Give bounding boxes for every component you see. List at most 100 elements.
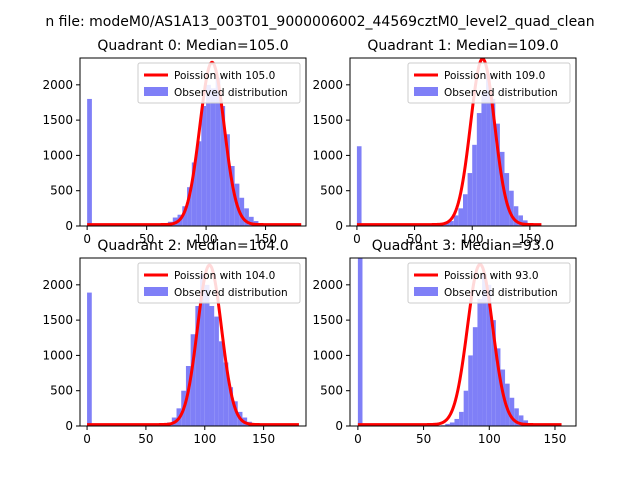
- histogram-bar: [248, 216, 254, 226]
- histogram-bar: [468, 355, 473, 426]
- y-tick-label: 500: [50, 184, 73, 198]
- figure-suptitle: n file: modeM0/AS1A13_003T01_9000006002_…: [45, 14, 594, 30]
- histogram-bar: [214, 316, 219, 426]
- histogram-bar: [201, 106, 207, 226]
- histogram-bar: [454, 418, 460, 426]
- histogram-bar: [467, 173, 473, 226]
- histogram-bar: [477, 298, 483, 426]
- histogram-bar: [196, 141, 202, 226]
- histogram-bar: [200, 274, 205, 426]
- histogram-bar: [220, 106, 226, 226]
- histogram-bar: [518, 415, 524, 426]
- plot-content: [356, 58, 560, 226]
- x-tick-label: 150: [544, 432, 567, 446]
- quadrant-title: Quadrant 2: Median=104.0: [97, 238, 288, 254]
- histogram-bar: [518, 215, 523, 226]
- legend-observed-swatch: [144, 287, 168, 296]
- histogram-bar: [444, 222, 450, 226]
- legend: Poission with 109.0 Observed distribution: [407, 62, 571, 104]
- legend-box: [407, 62, 571, 104]
- histogram-bar: [514, 408, 519, 426]
- histogram-bar: [182, 206, 188, 226]
- legend-poisson-label: Poission with 109.0: [444, 70, 545, 82]
- histogram-bar: [445, 423, 450, 426]
- legend-observed-swatch: [414, 287, 438, 296]
- y-tick-label: 2000: [42, 78, 73, 92]
- histogram-bar: [495, 123, 500, 226]
- x-tick-label: 50: [139, 232, 154, 246]
- histogram-bar: [449, 422, 455, 426]
- histogram-bar: [486, 74, 491, 226]
- histogram-bar: [472, 144, 477, 226]
- plot-frame: [349, 57, 577, 227]
- legend-poisson-label: Poission with 93.0: [444, 270, 539, 282]
- plot-content: [357, 258, 563, 426]
- histogram-bar: [472, 327, 478, 426]
- y-tick-label: 2000: [312, 78, 343, 92]
- x-tick-label: 100: [193, 432, 216, 446]
- histogram-bar: [476, 113, 482, 226]
- legend-observed-swatch: [414, 87, 438, 96]
- histogram-bar: [513, 206, 519, 226]
- histogram-bar: [482, 274, 487, 426]
- y-tick-label: 1500: [42, 113, 73, 127]
- histogram-bar: [509, 397, 515, 426]
- histogram-bar: [191, 162, 197, 226]
- x-tick-label: 100: [478, 432, 501, 446]
- y-tick-label: 0: [65, 219, 73, 233]
- x-tick-label: 150: [254, 232, 277, 246]
- histogram-bar: [210, 88, 216, 226]
- quadrant-title: Quadrant 0: Median=105.0: [97, 38, 288, 54]
- y-tick-label: 1000: [312, 348, 343, 362]
- x-tick-label: 100: [195, 232, 218, 246]
- legend: Poission with 105.0 Observed distribution: [137, 62, 301, 104]
- legend: Poission with 93.0 Observed distribution: [407, 262, 571, 304]
- histogram-bar: [209, 306, 215, 426]
- histogram-bar: [481, 91, 487, 226]
- histogram-bar: [449, 221, 454, 226]
- y-tick-label: 1500: [312, 113, 343, 127]
- y-tick-label: 0: [335, 419, 343, 433]
- plot-frame: [349, 257, 577, 427]
- legend-poisson-label: Poission with 105.0: [174, 70, 275, 82]
- y-tick-label: 2000: [42, 278, 73, 292]
- histogram-bar: [357, 258, 363, 426]
- y-tick-label: 2000: [312, 278, 343, 292]
- histogram-bar: [229, 166, 235, 226]
- histogram-bar: [195, 306, 201, 426]
- x-tick-label: 0: [354, 432, 362, 446]
- histogram-bar: [225, 134, 230, 226]
- poisson-curve: [356, 58, 543, 226]
- x-tick-label: 0: [83, 232, 91, 246]
- histogram-bar: [223, 362, 229, 426]
- histogram-bar: [187, 187, 192, 226]
- legend-observed-swatch: [144, 87, 168, 96]
- x-tick-label: 50: [416, 432, 431, 446]
- plot-content: [86, 60, 302, 226]
- legend-box: [137, 262, 301, 304]
- x-tick-label: 50: [407, 232, 422, 246]
- legend-poisson-label: Poission with 104.0: [174, 270, 275, 282]
- y-tick-label: 1500: [312, 313, 343, 327]
- y-tick-label: 1000: [42, 148, 73, 162]
- histogram-bar: [87, 98, 92, 226]
- histogram-bar: [490, 98, 496, 226]
- histogram-bar: [356, 146, 362, 226]
- x-tick-label: 0: [353, 232, 361, 246]
- y-tick-label: 0: [335, 219, 343, 233]
- plot-frame: [79, 57, 307, 227]
- y-tick-label: 500: [320, 184, 343, 198]
- x-tick-label: 100: [461, 232, 484, 246]
- y-tick-label: 1000: [42, 348, 73, 362]
- y-tick-label: 0: [65, 419, 73, 433]
- histogram-bar: [87, 292, 92, 426]
- histogram-bar: [204, 284, 210, 426]
- legend-observed-label: Observed distribution: [444, 287, 558, 299]
- histogram-bar: [459, 411, 464, 426]
- histogram-bar: [190, 334, 196, 426]
